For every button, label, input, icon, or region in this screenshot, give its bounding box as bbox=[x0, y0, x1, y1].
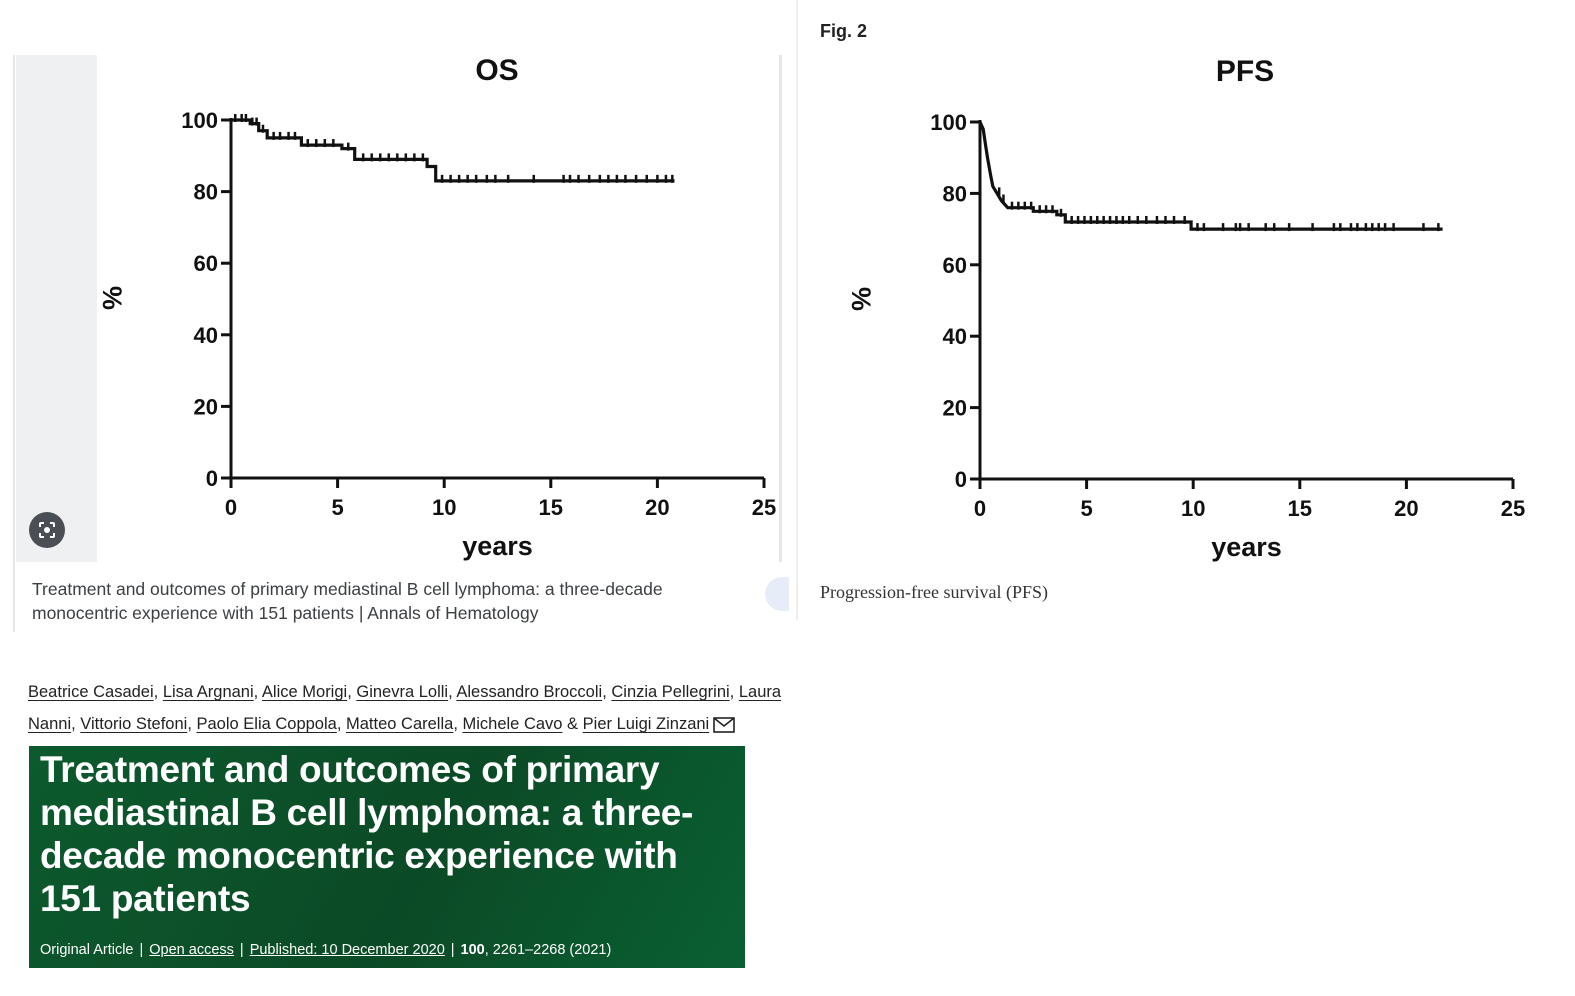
os-y-tick-label: 40 bbox=[194, 323, 218, 348]
os-x-axis-label: years bbox=[462, 531, 533, 561]
os-x-tick-label: 25 bbox=[752, 495, 776, 520]
os-y-tick-label: 80 bbox=[194, 180, 218, 205]
author-link[interactable]: Lisa Argnani bbox=[162, 683, 254, 701]
pfs-y-tick-label: 100 bbox=[930, 110, 967, 135]
google-lens-icon[interactable] bbox=[29, 512, 65, 548]
os-x-tick-label: 15 bbox=[539, 495, 563, 520]
pfs-y-tick-label: 0 bbox=[955, 467, 967, 492]
pfs-x-tick-label: 25 bbox=[1501, 496, 1525, 521]
os-x-tick-label: 5 bbox=[331, 495, 343, 520]
pfs-x-tick-label: 15 bbox=[1288, 496, 1312, 521]
author-link[interactable]: Alice Morigi bbox=[261, 683, 348, 701]
os-x-tick-label: 10 bbox=[432, 495, 456, 520]
os-y-tick-label: 60 bbox=[194, 251, 218, 276]
os-chart: OS 0 20 40 60 80 100 0 5 10 15 20 25 years% bbox=[97, 54, 776, 561]
pfs-y-tick-label: 80 bbox=[943, 181, 967, 206]
os-y-tick-label: 0 bbox=[206, 466, 218, 491]
pfs-y-axis-label: % bbox=[846, 287, 876, 311]
pfs-x-tick-label: 10 bbox=[1181, 496, 1205, 521]
mail-icon[interactable] bbox=[713, 716, 736, 733]
author-link[interactable]: Paolo Elia Coppola bbox=[196, 715, 337, 733]
pfs-x-tick-label: 20 bbox=[1394, 496, 1418, 521]
panel-border bbox=[779, 55, 782, 562]
figure-caption: Progression-free survival (PFS) bbox=[820, 582, 1048, 602]
pages-year: , 2261–2268 (2021) bbox=[484, 942, 612, 958]
os-x-tick-label: 20 bbox=[645, 495, 669, 520]
author-link[interactable]: Cinzia Pellegrini bbox=[611, 683, 730, 701]
os-x-tick-label: 0 bbox=[225, 495, 237, 520]
image-caption[interactable]: Treatment and outcomes of primary medias… bbox=[32, 579, 663, 623]
separator: | bbox=[239, 942, 244, 958]
pfs-y-tick-label: 60 bbox=[943, 253, 967, 278]
article-title: Treatment and outcomes of primary medias… bbox=[40, 749, 694, 919]
os-survival-curve bbox=[231, 118, 675, 183]
published-date-link[interactable]: Published: 10 December 2020 bbox=[249, 942, 445, 958]
separator: | bbox=[450, 942, 455, 958]
image-preview-panel: Treatment and outcomes of primary medias… bbox=[13, 55, 789, 632]
pfs-y-tick-label: 40 bbox=[943, 324, 967, 349]
os-y-tick-label: 100 bbox=[181, 108, 218, 133]
pfs-chart: PFS 0 20 40 60 80 100 0 5 10 15 20 25 years% bbox=[846, 55, 1525, 562]
author-link[interactable]: Ginevra Lolli bbox=[356, 683, 449, 701]
figure-label: Fig. 2 bbox=[820, 21, 868, 41]
os-y-tick-label: 20 bbox=[194, 394, 218, 419]
caption-tab[interactable] bbox=[765, 577, 789, 611]
pfs-x-axis-label: years bbox=[1211, 532, 1282, 562]
author-link[interactable]: Vittorio Stefoni bbox=[80, 715, 188, 733]
author-link[interactable]: Alessandro Broccoli bbox=[456, 683, 603, 701]
open-access-link[interactable]: Open access bbox=[149, 942, 234, 958]
author-link[interactable]: Beatrice Casadei bbox=[28, 683, 154, 701]
camera-search-icon bbox=[39, 522, 55, 538]
panel-border bbox=[13, 55, 15, 632]
author-link[interactable]: Michele Cavo bbox=[462, 715, 563, 733]
article-type: Original Article bbox=[40, 942, 134, 958]
preview-side-strip bbox=[16, 55, 97, 562]
author-list: Beatrice Casadei, Lisa Argnani, Alice Mo… bbox=[28, 683, 782, 733]
separator: | bbox=[139, 942, 144, 958]
panel-divider bbox=[796, 0, 798, 620]
author-link[interactable]: Matteo Carella bbox=[346, 715, 454, 733]
pfs-x-tick-label: 5 bbox=[1080, 496, 1092, 521]
pfs-chart-title: PFS bbox=[1216, 55, 1274, 88]
os-chart-title: OS bbox=[475, 54, 518, 87]
author-link[interactable]: Laura Nanni bbox=[28, 683, 782, 733]
pfs-survival-curve bbox=[978, 121, 1443, 231]
pfs-x-tick-label: 0 bbox=[974, 496, 986, 521]
volume: 100 bbox=[460, 942, 485, 958]
author-link[interactable]: Pier Luigi Zinzani bbox=[582, 715, 710, 733]
pfs-y-tick-label: 20 bbox=[943, 396, 967, 421]
article-meta: Original Article | Open access | Published: … bbox=[40, 942, 611, 958]
os-y-axis-label: % bbox=[97, 286, 127, 310]
article-title-banner: Treatment and outcomes of primary medias… bbox=[29, 746, 745, 968]
